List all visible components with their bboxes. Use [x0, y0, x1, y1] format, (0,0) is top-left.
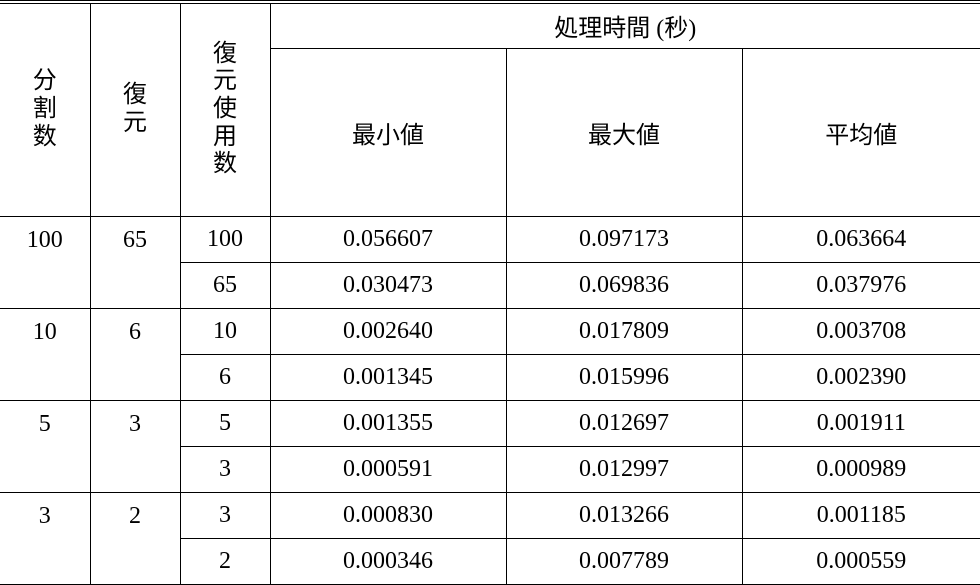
cell-min: 0.001355	[270, 400, 506, 446]
table-row: 100 65 100 0.056607 0.097173 0.063664	[0, 216, 980, 262]
cell-used: 2	[180, 538, 270, 584]
cell-used: 100	[180, 216, 270, 262]
cell-max: 0.007789	[506, 538, 742, 584]
header-processing-time-group: 処理時間 (秒)	[270, 2, 980, 48]
cell-max: 0.017809	[506, 308, 742, 354]
cell-avg: 0.002390	[742, 354, 980, 400]
cell-avg: 0.063664	[742, 216, 980, 262]
cell-min: 0.001345	[270, 354, 506, 400]
header-restore-used-text: 復元使用数	[213, 41, 237, 179]
cell-restore: 2	[90, 492, 180, 584]
cell-restore: 65	[90, 216, 180, 308]
cell-max: 0.015996	[506, 354, 742, 400]
cell-min: 0.000591	[270, 446, 506, 492]
cell-used: 3	[180, 492, 270, 538]
cell-split: 100	[0, 216, 90, 308]
cell-used: 6	[180, 354, 270, 400]
cell-avg: 0.001911	[742, 400, 980, 446]
table-row: 3 2 3 0.000830 0.013266 0.001185	[0, 492, 980, 538]
cell-avg: 0.001185	[742, 492, 980, 538]
processing-time-table: 分割数 復元 復元使用数 処理時間 (秒) 最小値 最大値 平均値 100 65…	[0, 0, 980, 585]
cell-max: 0.012697	[506, 400, 742, 446]
cell-restore: 6	[90, 308, 180, 400]
cell-split: 10	[0, 308, 90, 400]
cell-used: 65	[180, 262, 270, 308]
header-avg: 平均値	[742, 48, 980, 216]
cell-min: 0.030473	[270, 262, 506, 308]
cell-used: 3	[180, 446, 270, 492]
cell-split: 3	[0, 492, 90, 584]
header-split-count: 分割数	[0, 2, 90, 216]
cell-min: 0.002640	[270, 308, 506, 354]
table-row: 10 6 10 0.002640 0.017809 0.003708	[0, 308, 980, 354]
cell-max: 0.012997	[506, 446, 742, 492]
cell-avg: 0.000989	[742, 446, 980, 492]
cell-used: 10	[180, 308, 270, 354]
cell-avg: 0.037976	[742, 262, 980, 308]
header-restore-text: 復元	[123, 82, 147, 137]
cell-restore: 3	[90, 400, 180, 492]
cell-min: 0.000346	[270, 538, 506, 584]
table-row: 5 3 5 0.001355 0.012697 0.001911	[0, 400, 980, 446]
header-restore: 復元	[90, 2, 180, 216]
cell-avg: 0.000559	[742, 538, 980, 584]
cell-split: 5	[0, 400, 90, 492]
header-split-count-text: 分割数	[33, 68, 57, 151]
header-restore-used: 復元使用数	[180, 2, 270, 216]
cell-max: 0.097173	[506, 216, 742, 262]
cell-min: 0.056607	[270, 216, 506, 262]
header-min: 最小値	[270, 48, 506, 216]
header-max: 最大値	[506, 48, 742, 216]
cell-max: 0.069836	[506, 262, 742, 308]
cell-min: 0.000830	[270, 492, 506, 538]
cell-avg: 0.003708	[742, 308, 980, 354]
cell-max: 0.013266	[506, 492, 742, 538]
cell-used: 5	[180, 400, 270, 446]
